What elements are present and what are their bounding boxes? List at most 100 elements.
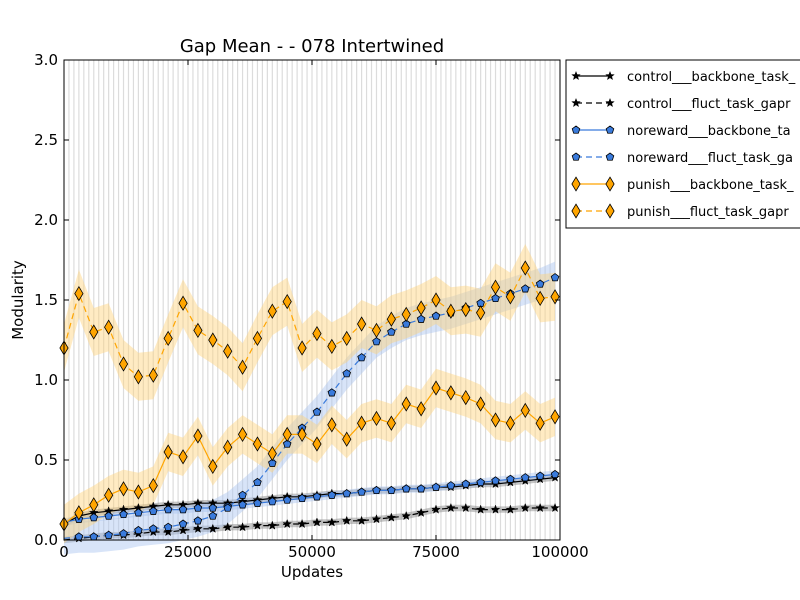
legend-marker bbox=[605, 176, 615, 192]
legend-label: control___fluct_task_gapr bbox=[627, 97, 791, 112]
data-point bbox=[312, 517, 322, 527]
legend-marker bbox=[571, 70, 581, 81]
data-point bbox=[253, 498, 262, 507]
data-point bbox=[461, 301, 471, 318]
legend-label: noreward___fluct_task_ga bbox=[627, 151, 793, 166]
data-point bbox=[357, 353, 366, 362]
data-point bbox=[193, 322, 203, 339]
data-point bbox=[401, 319, 411, 328]
data-point bbox=[178, 519, 188, 528]
data-point bbox=[282, 495, 292, 504]
series-band bbox=[64, 261, 555, 555]
data-point bbox=[535, 502, 546, 513]
data-point bbox=[237, 359, 248, 375]
series-markers bbox=[59, 260, 560, 543]
data-point bbox=[312, 407, 322, 416]
data-point bbox=[297, 518, 307, 529]
series-line bbox=[63, 266, 556, 378]
data-point bbox=[535, 471, 545, 480]
data-point bbox=[267, 303, 277, 319]
data-point bbox=[268, 497, 277, 506]
data-point bbox=[371, 410, 382, 427]
data-point bbox=[431, 482, 441, 491]
x-axis-label: Updates bbox=[281, 563, 343, 581]
data-point bbox=[237, 426, 248, 443]
data-point bbox=[104, 487, 114, 503]
data-point bbox=[74, 505, 84, 521]
data-point bbox=[490, 412, 501, 428]
y-axis-label: Modularity bbox=[9, 260, 27, 340]
data-point bbox=[550, 273, 560, 282]
data-point bbox=[535, 290, 545, 307]
data-point bbox=[223, 343, 233, 359]
data-point bbox=[372, 485, 381, 495]
data-point bbox=[387, 327, 396, 336]
y-tick-label: 0.5 bbox=[34, 451, 58, 469]
data-point bbox=[208, 332, 218, 348]
data-point bbox=[327, 490, 337, 499]
data-point bbox=[505, 289, 515, 305]
data-point bbox=[416, 401, 426, 417]
series-band bbox=[64, 470, 555, 527]
data-point bbox=[252, 520, 263, 530]
data-point bbox=[297, 493, 307, 503]
legend-marker bbox=[571, 97, 581, 108]
data-point bbox=[401, 306, 411, 323]
data-point bbox=[416, 507, 427, 517]
data-point bbox=[446, 385, 456, 401]
y-tick-label: 1.5 bbox=[34, 291, 58, 309]
data-point bbox=[357, 415, 367, 431]
x-tick-label: 50000 bbox=[288, 543, 336, 561]
data-point bbox=[118, 356, 129, 372]
y-tick-label: 3.0 bbox=[34, 51, 58, 69]
data-point bbox=[282, 293, 292, 310]
data-point bbox=[133, 369, 143, 385]
data-point bbox=[416, 300, 426, 316]
grid-lines bbox=[68, 60, 556, 540]
data-point bbox=[446, 303, 456, 319]
data-point bbox=[535, 279, 545, 288]
series-band bbox=[64, 368, 555, 544]
data-point bbox=[312, 436, 322, 452]
data-point bbox=[431, 504, 441, 514]
series-line bbox=[63, 473, 556, 523]
data-point bbox=[476, 396, 486, 412]
data-point bbox=[297, 340, 307, 356]
legend-marker bbox=[571, 203, 581, 219]
legend-marker bbox=[605, 125, 615, 134]
data-point bbox=[134, 525, 143, 535]
data-point bbox=[371, 322, 382, 339]
data-point bbox=[357, 316, 367, 332]
data-point bbox=[535, 415, 545, 431]
data-point bbox=[282, 439, 292, 448]
data-point bbox=[193, 523, 203, 533]
data-point bbox=[342, 431, 352, 447]
data-point bbox=[446, 481, 456, 490]
data-point bbox=[222, 522, 233, 532]
data-point bbox=[445, 502, 456, 513]
data-point bbox=[505, 504, 516, 514]
data-point bbox=[386, 512, 397, 522]
data-point bbox=[89, 513, 99, 522]
data-point bbox=[475, 504, 486, 514]
data-point bbox=[282, 518, 293, 529]
data-point bbox=[342, 369, 351, 378]
data-point bbox=[357, 487, 366, 496]
data-point bbox=[163, 330, 173, 347]
data-point bbox=[431, 311, 441, 320]
data-point bbox=[252, 436, 263, 452]
data-point bbox=[267, 520, 278, 530]
data-point bbox=[178, 505, 188, 514]
data-point bbox=[431, 292, 441, 308]
series-band bbox=[64, 244, 555, 401]
data-point bbox=[149, 506, 158, 515]
series-line bbox=[63, 277, 556, 539]
data-point bbox=[550, 469, 560, 479]
data-point bbox=[372, 337, 381, 346]
data-point bbox=[491, 293, 500, 303]
data-point bbox=[163, 522, 173, 531]
axis-ticks: 0 25000 50000 75000 100000 0.0 0.5 1.0 1.5 2.0 2.5… bbox=[34, 51, 588, 561]
data-point bbox=[148, 477, 158, 494]
data-point bbox=[327, 388, 337, 397]
